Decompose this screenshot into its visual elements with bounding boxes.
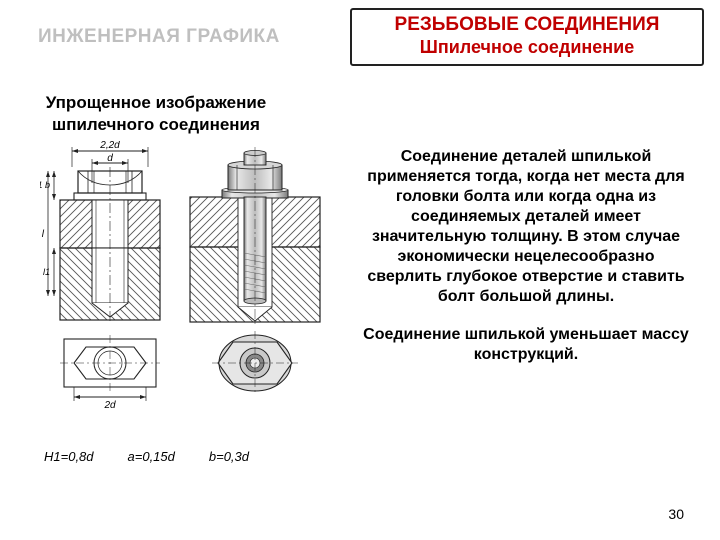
title-line-1: РЕЗЬБОВЫЕ СОЕДИНЕНИЯ — [358, 14, 696, 37]
page-number: 30 — [668, 506, 684, 522]
title-line-2: Шпилечное соединение — [358, 37, 696, 59]
formula-a: a=0,15d — [128, 449, 175, 464]
course-title: ИНЖЕНЕРНАЯ ГРАФИКА — [10, 8, 350, 48]
dim-l: l — [42, 229, 45, 240]
dim-d: d — [107, 153, 113, 164]
stud-connection-svg: 2,2d d — [40, 141, 340, 441]
dim-h1b: H1 b — [40, 180, 50, 190]
subheading: Упрощенное изображение шпилечного соедин… — [26, 92, 286, 135]
paragraph-1: Соединение деталей шпилькой применяется … — [360, 147, 692, 307]
formula-h1: H1=0,8d — [44, 449, 94, 464]
text-column: Соединение деталей шпилькой применяется … — [360, 141, 720, 464]
technical-diagram: 2,2d d — [0, 141, 360, 464]
dim-2d: 2d — [103, 400, 116, 411]
title-box: РЕЗЬБОВЫЕ СОЕДИНЕНИЯ Шпилечное соединени… — [350, 8, 704, 66]
dim-l1: l1 — [43, 267, 50, 277]
paragraph-2: Соединение шпилькой уменьшает массу конс… — [360, 325, 692, 365]
dim-2-2d: 2,2d — [99, 141, 120, 151]
formulas-row: H1=0,8d a=0,15d b=0,3d — [40, 449, 360, 464]
formula-b: b=0,3d — [209, 449, 249, 464]
